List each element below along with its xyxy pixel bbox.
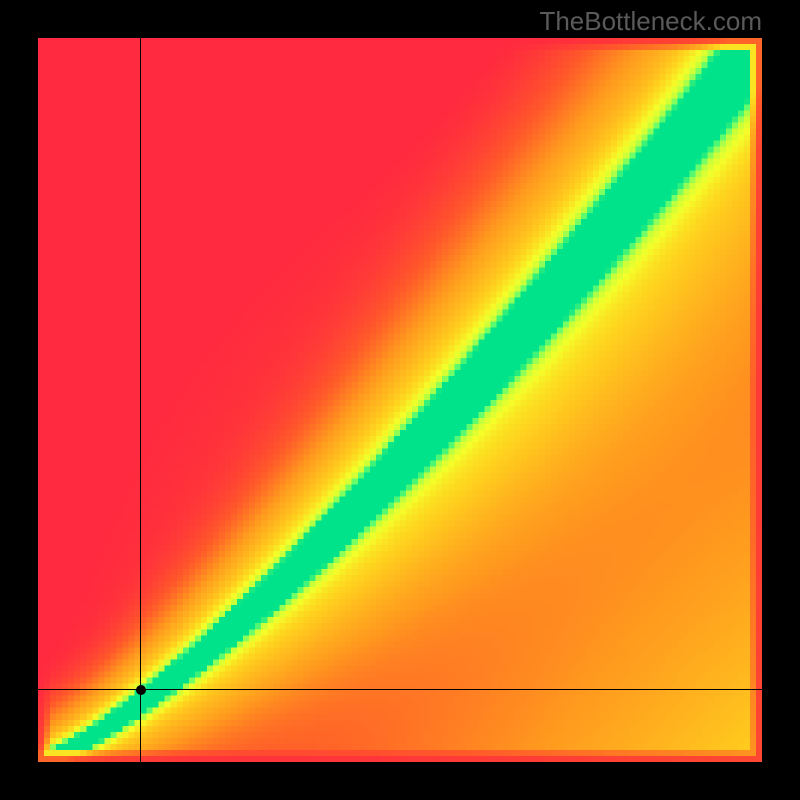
chart-container: TheBottleneck.com — [0, 0, 800, 800]
crosshair-horizontal — [38, 689, 762, 690]
crosshair-vertical — [140, 38, 141, 762]
watermark-text: TheBottleneck.com — [539, 6, 762, 37]
bottleneck-heatmap — [38, 38, 762, 762]
crosshair-marker — [136, 685, 146, 695]
